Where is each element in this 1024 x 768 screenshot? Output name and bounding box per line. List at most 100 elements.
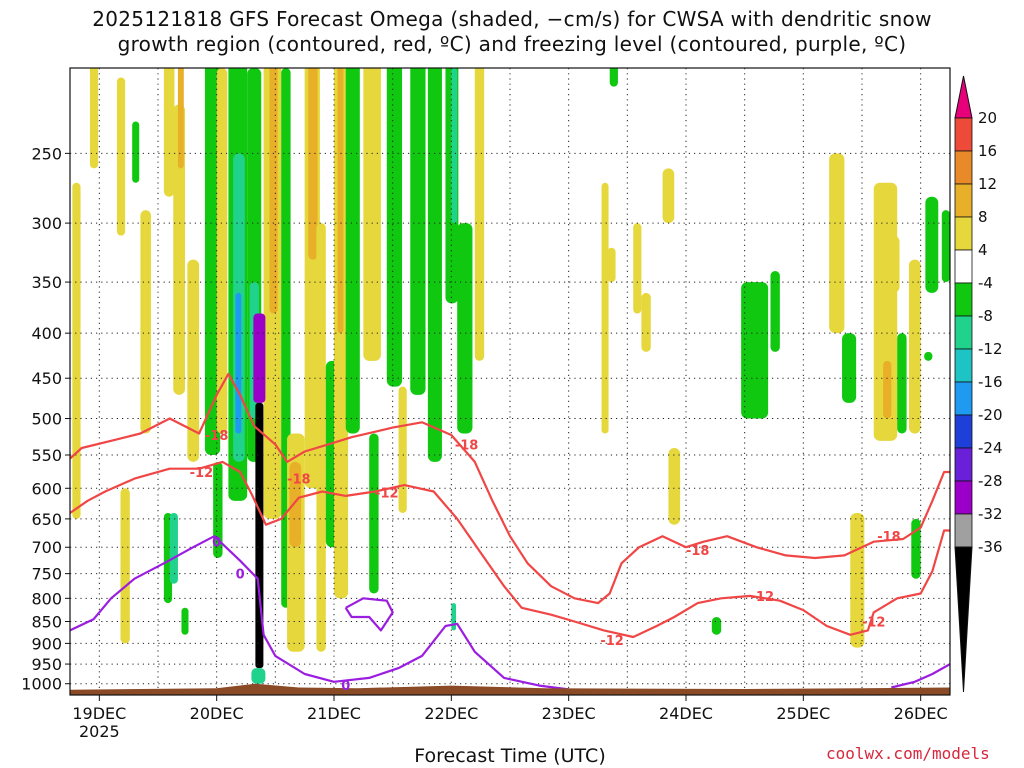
contour-label: -18 <box>205 429 229 444</box>
omega-shade-cell <box>253 313 266 403</box>
contour-label: 0 <box>236 568 245 583</box>
omega-shade-cell <box>711 616 722 635</box>
y-tick-label: 500 <box>31 410 62 429</box>
colorbar-label: -8 <box>978 307 993 325</box>
x-tick-label: 22DEC <box>424 704 478 723</box>
y-tick-label: 850 <box>31 613 62 632</box>
omega-shading <box>72 68 950 684</box>
omega-shade-cell <box>177 68 184 169</box>
omega-shade-cell <box>829 153 845 334</box>
contour-lines <box>70 372 950 691</box>
y-tick-label: 400 <box>31 324 62 343</box>
contour-label: -18 <box>686 544 710 559</box>
y-tick-label: 250 <box>31 144 62 163</box>
x-axis: 19DEC 20DEC 21DEC 22DEC 23DEC 24DEC 25DEC 26DEC… <box>72 695 948 741</box>
omega-shade-cell <box>601 182 609 434</box>
omega-shade-cell <box>770 270 780 352</box>
colorbar-bottom-arrow <box>954 546 973 693</box>
omega-shade-cell <box>163 68 175 197</box>
omega-shade-cell <box>924 351 933 361</box>
y-tick-label: 950 <box>31 655 62 674</box>
colorbar-label: -4 <box>978 274 993 292</box>
colorbar-segment <box>954 348 973 383</box>
x-axis-label: Forecast Time (UTC) <box>414 745 606 767</box>
omega-shade-cell <box>911 518 921 579</box>
omega-shade-cell <box>173 104 185 395</box>
omega-shade-cell <box>410 68 426 395</box>
omega-shade-cell <box>451 603 457 631</box>
colorbar-label: -12 <box>978 340 1003 358</box>
colorbar-segment <box>954 381 973 416</box>
colorbar-segment <box>954 150 973 185</box>
omega-shade-cell <box>316 223 326 652</box>
x-tick-label: 20DEC <box>190 704 244 723</box>
omega-shade-cell <box>213 461 223 559</box>
colorbar: 20 16 12 8 4 -4 -8 -12 -16 -20 -24 -28 -32 -36 <box>954 75 1003 693</box>
colorbar-label: 4 <box>978 241 988 259</box>
omega-shade-cell <box>662 168 675 224</box>
omega-shade-cell <box>474 68 485 361</box>
terrain-band <box>70 683 950 695</box>
colorbar-segment <box>954 447 973 482</box>
y-tick-label: 300 <box>31 214 62 233</box>
omega-shade-cell <box>668 447 681 525</box>
contour-freezing-level <box>344 597 394 632</box>
omega-shade-cell <box>398 386 407 513</box>
omega-shade-cell <box>235 292 242 434</box>
omega-shade-cell <box>633 223 642 314</box>
colorbar-top-arrow <box>954 75 973 119</box>
omega-shade-cell <box>925 196 939 293</box>
plot-area: -18 -12 -18 -12 -18 -18 -12 -12 -18 -12 0 0 0 250 300… <box>21 67 951 741</box>
colorbar-label: -16 <box>978 373 1003 391</box>
colorbar-segment <box>954 216 973 251</box>
omega-shade-cell <box>120 488 130 644</box>
omega-shade-cell <box>609 68 618 87</box>
x-tick-label: 19DEC <box>72 704 126 723</box>
x-tick-label: 24DEC <box>659 704 713 723</box>
credit-text: coolwx.com/models <box>826 744 990 763</box>
omega-shade-cell <box>457 223 473 434</box>
x-tick-label: 25DEC <box>776 704 830 723</box>
omega-shade-cell <box>169 512 178 584</box>
colorbar-segment <box>954 183 973 218</box>
contour-label: -12 <box>600 634 624 649</box>
plot-frame <box>69 67 951 696</box>
colorbar-label: -24 <box>978 439 1003 457</box>
colorbar-segment <box>954 249 973 284</box>
x-tick-label: 26DEC <box>894 704 948 723</box>
omega-shade-cell <box>308 68 318 260</box>
omega-shade-cell <box>908 259 921 434</box>
omega-shade-cell <box>369 433 379 594</box>
omega-shade-cell <box>641 292 651 352</box>
omega-shade-cell <box>451 68 458 224</box>
colorbar-segment <box>954 117 973 152</box>
colorbar-label: 8 <box>978 208 988 226</box>
colorbar-label: -28 <box>978 472 1003 490</box>
chart-title-line-1: 2025121818 GFS Forecast Omega (shaded, −… <box>92 7 932 31</box>
colorbar-label: 16 <box>978 142 997 160</box>
omega-shade-cell <box>879 235 900 293</box>
contour-label: -18 <box>287 473 311 488</box>
contour-label: -12 <box>190 466 214 481</box>
contour-label: -12 <box>375 487 399 502</box>
y-tick-label: 450 <box>31 369 62 388</box>
colorbar-label: -20 <box>978 406 1003 424</box>
omega-shade-cell <box>216 68 228 434</box>
omega-shade-cell <box>337 68 344 334</box>
chart-title-line-2: growth region (contoured, red, ºC) and f… <box>117 32 907 56</box>
contour-label: 0 <box>341 679 350 694</box>
x-tick-year: 2025 <box>79 722 120 741</box>
omega-shade-cell <box>269 68 278 314</box>
x-tick-label: 21DEC <box>307 704 361 723</box>
y-tick-label: 550 <box>31 446 62 465</box>
y-tick-label: 650 <box>31 510 62 529</box>
contour-minus-18 <box>70 372 950 605</box>
colorbar-segment <box>954 513 973 548</box>
omega-shade-cell <box>842 333 857 403</box>
y-tick-label: 900 <box>31 634 62 653</box>
colorbar-segment <box>954 480 973 515</box>
contour-labels: -18 -12 -18 -12 -18 -18 -12 -12 -18 -12 0 0 0 <box>190 429 901 694</box>
omega-shade-cell <box>741 282 769 419</box>
colorbar-segment <box>954 315 973 350</box>
